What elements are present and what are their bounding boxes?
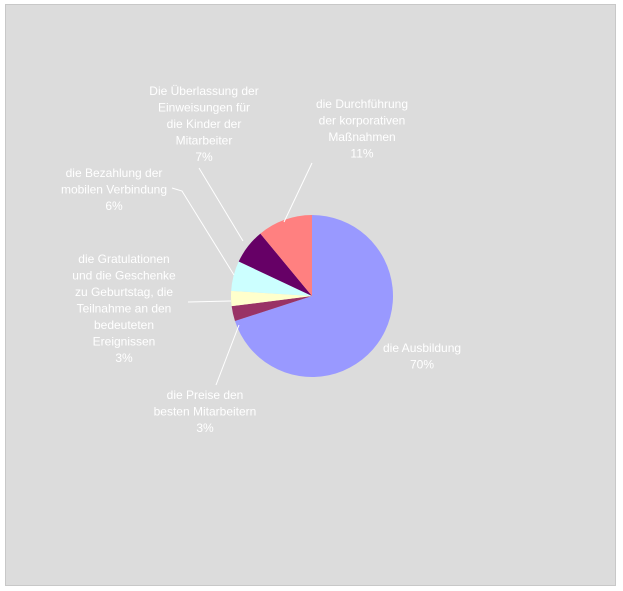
slice-label-4: die Bezahlung der mobilen Verbindung 6% xyxy=(61,166,167,213)
slice-percent: 3% xyxy=(196,421,214,435)
slice-percent: 70% xyxy=(410,358,434,372)
slice-label-line: die Ausbildung xyxy=(383,341,461,355)
slice-label-line: Ereignissen xyxy=(93,335,156,349)
slice-label-line: bedeuteten xyxy=(94,318,154,332)
leader-line-6 xyxy=(283,162,313,223)
slice-percent: 6% xyxy=(105,199,123,213)
slice-label-6: die Durchführung der korporativen Maßnahme… xyxy=(316,97,408,161)
slice-label-line: die Durchführung xyxy=(316,97,408,111)
slice-label-line: die Bezahlung der xyxy=(66,166,163,180)
slice-label-line: Teilnahme an den xyxy=(77,302,172,316)
slice-label-line: der korporativen xyxy=(319,114,406,128)
chart-area: die Ausbildung 70% die Preise den besten Mi… xyxy=(5,4,616,586)
leader-lines xyxy=(171,162,313,386)
leader-line-2 xyxy=(215,324,240,386)
slice-label-line: die Kinder der xyxy=(167,117,242,131)
slice-labels: die Ausbildung 70% die Preise den besten Mi… xyxy=(61,84,461,435)
slice-label-line: die Preise den xyxy=(167,388,244,402)
pie-slice-5 xyxy=(238,233,312,296)
slice-label-line: und die Geschenke xyxy=(72,269,176,283)
slice-label-line: die Gratulationen xyxy=(78,252,169,266)
slice-label-line: besten Mitarbeitern xyxy=(154,405,257,419)
pie-slice-4 xyxy=(231,261,312,296)
leader-line-3 xyxy=(187,300,232,303)
leader-line-4 xyxy=(171,187,235,276)
slice-label-1: die Ausbildung 70% xyxy=(383,341,461,372)
pie-slice-3 xyxy=(231,290,312,307)
slice-label-line: Maßnahmen xyxy=(328,130,395,144)
pie-slices xyxy=(231,215,393,377)
slice-label-line: Die Überlassung der xyxy=(149,84,258,98)
slice-percent: 7% xyxy=(195,150,213,164)
pie-slice-6 xyxy=(260,215,312,296)
slice-label-3: die Gratulationen und die Geschenke zu Geb… xyxy=(72,252,176,365)
slice-label-line: zu Geburtstag, die xyxy=(75,285,173,299)
slice-label-line: Einweisungen für xyxy=(158,101,250,115)
pie-slice-2 xyxy=(231,296,312,322)
leader-line-5 xyxy=(198,167,244,242)
slice-percent: 11% xyxy=(350,147,373,161)
slice-percent: 3% xyxy=(115,351,133,365)
slice-label-line: mobilen Verbindung xyxy=(61,183,167,197)
slice-label-line: Mitarbeiter xyxy=(176,134,233,148)
pie-slice-1 xyxy=(234,215,393,377)
pie-chart: die Ausbildung 70% die Preise den besten Mi… xyxy=(61,84,461,435)
slice-label-5: Die Überlassung der Einweisungen für die K… xyxy=(149,84,258,164)
slice-label-2: die Preise den besten Mitarbeitern 3% xyxy=(154,388,257,435)
